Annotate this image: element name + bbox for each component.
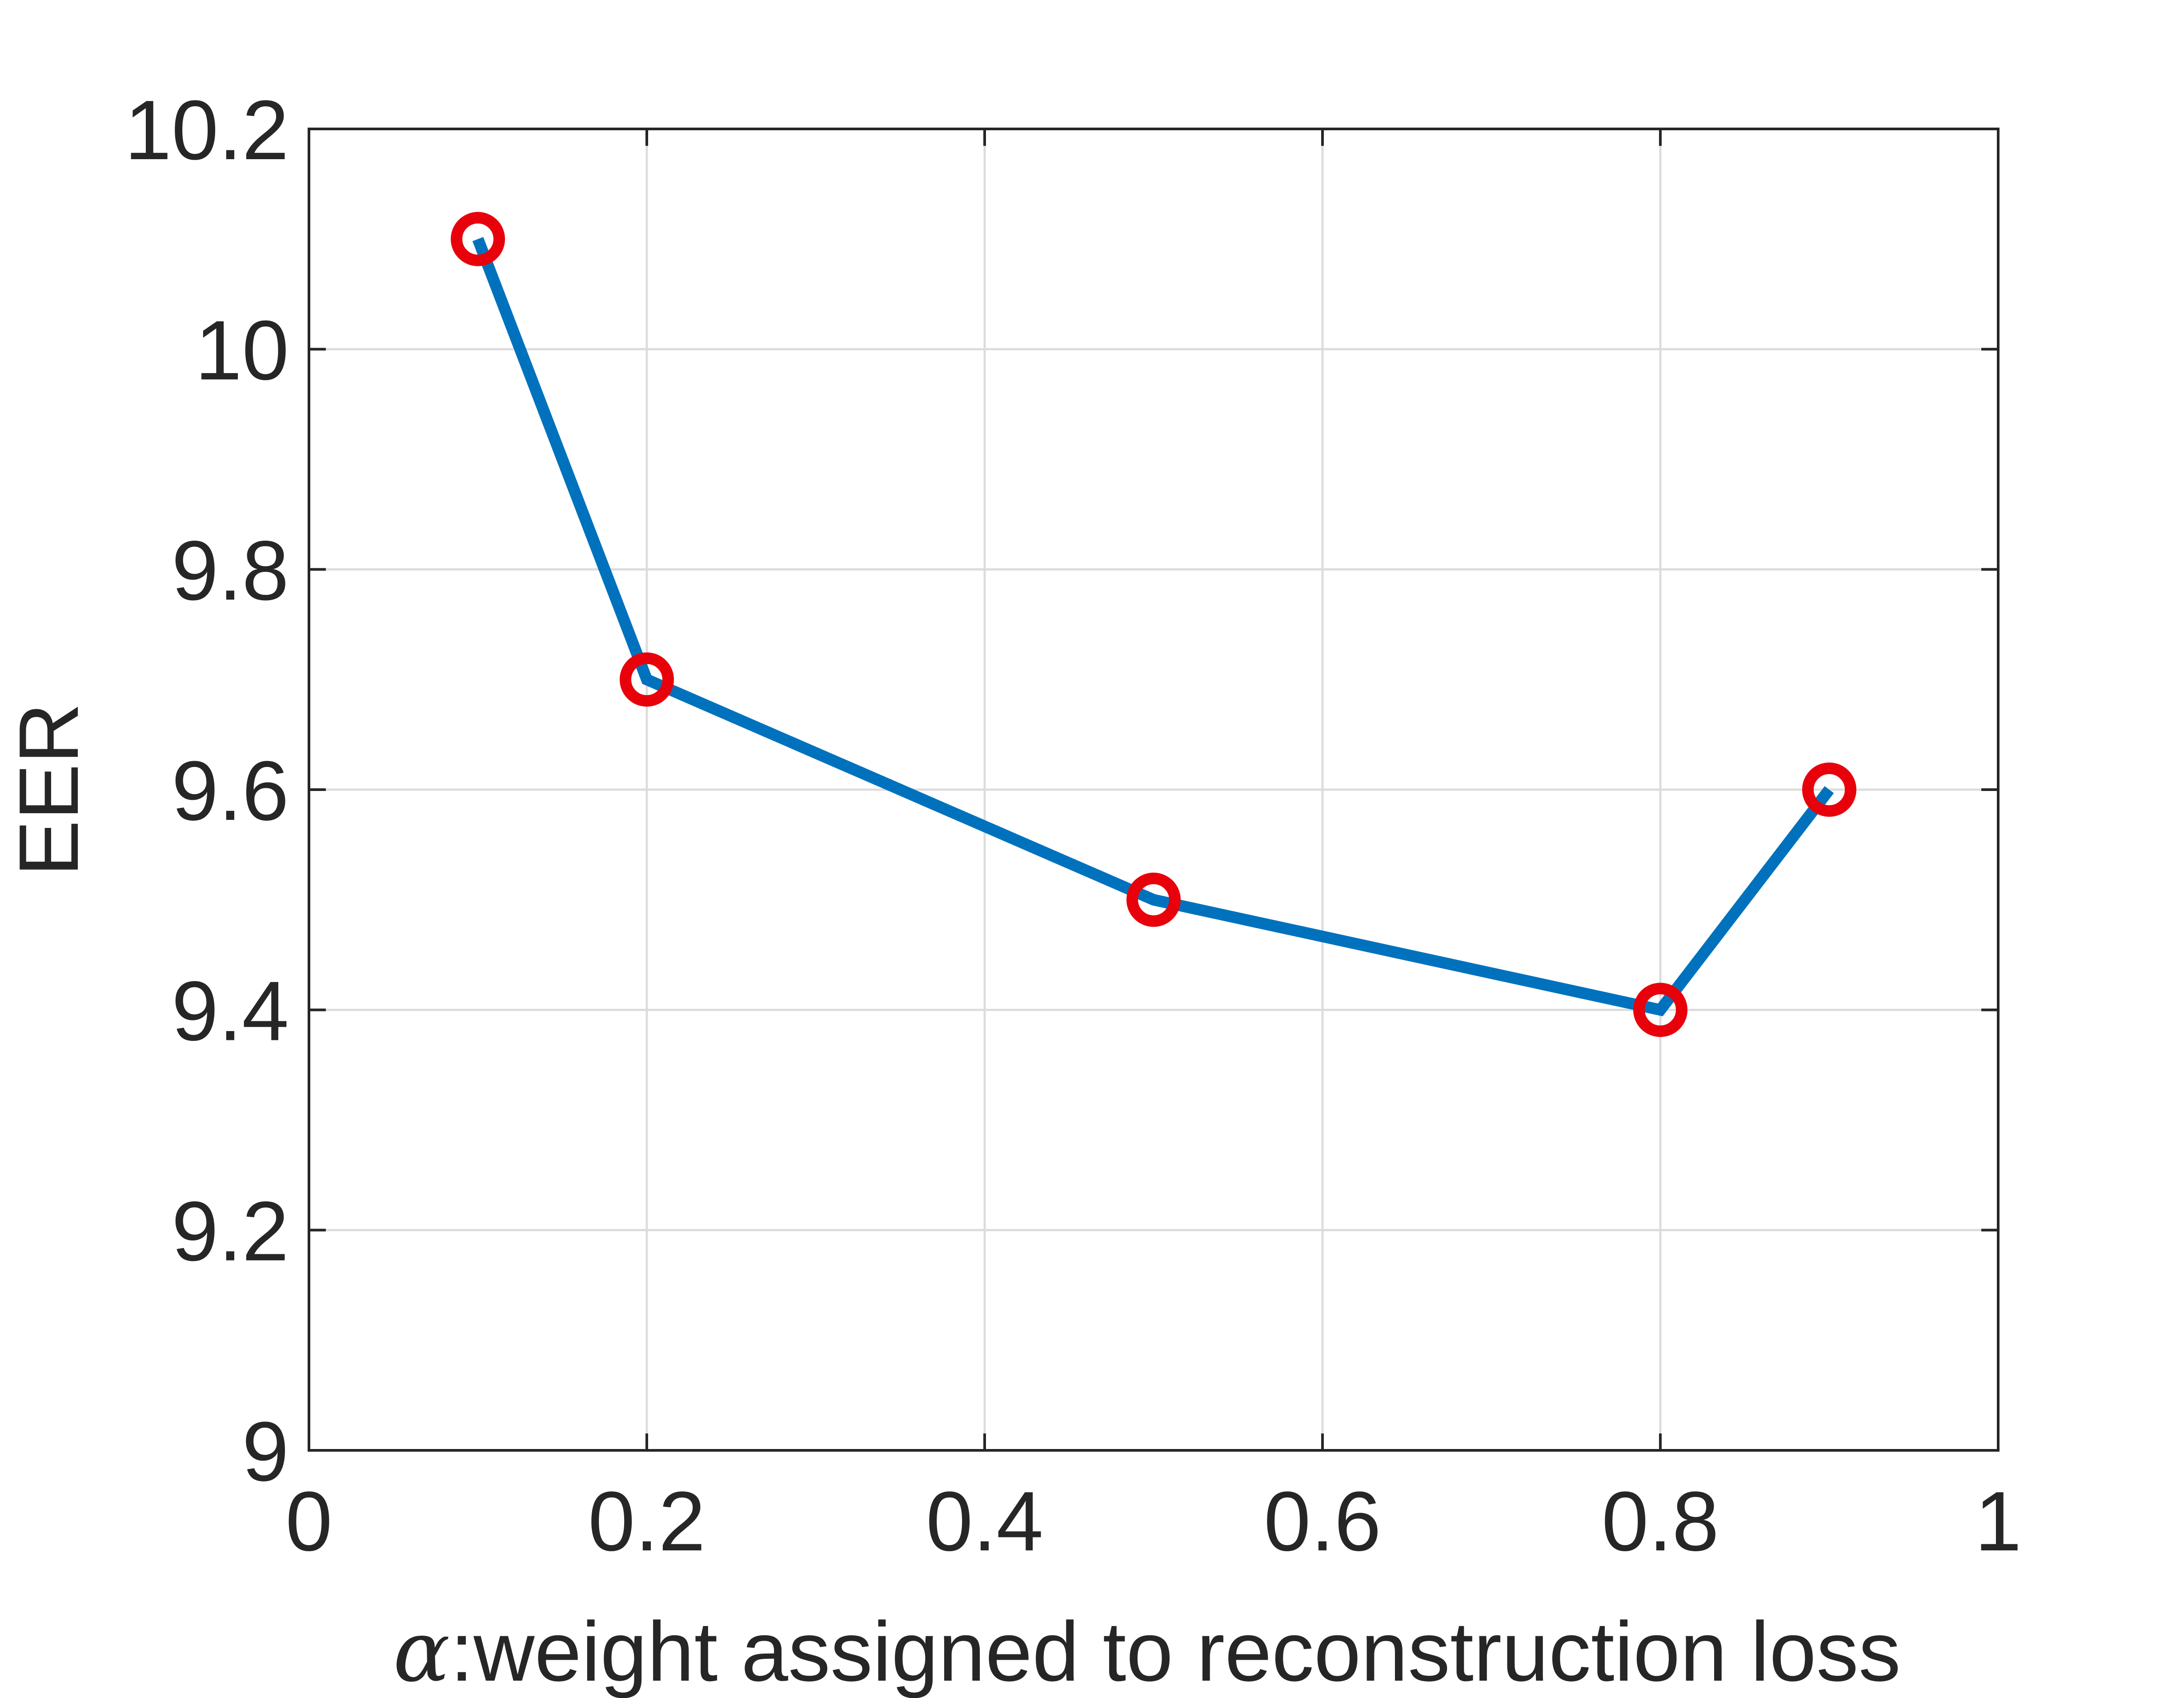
- x-tick-label: 0: [285, 1474, 333, 1569]
- x-tick-label: 0.2: [588, 1474, 705, 1569]
- data-point-marker: [1802, 763, 1856, 817]
- data-point-marker: [1633, 983, 1687, 1037]
- grid-lines: [309, 129, 1998, 1450]
- y-tick-label: 10.2: [124, 83, 289, 177]
- axes-box: [308, 128, 2000, 1452]
- x-tick-labels: 0 0.2 0.4 0.6 0.8 1: [285, 1474, 2022, 1569]
- x-tick-label: 1: [1975, 1474, 2022, 1569]
- y-tick-label: 9: [242, 1405, 289, 1499]
- y-tick-labels: 9 9.2 9.4 9.6 9.8 10 10.2: [124, 83, 289, 1499]
- data-point-marker: [620, 652, 674, 707]
- data-point-marker: [1126, 872, 1181, 927]
- y-axis-label: EER: [2, 703, 96, 877]
- x-tick-label: 0.4: [926, 1474, 1043, 1569]
- x-axis-label-text: :weight assigned to reconstruction loss: [450, 1605, 1900, 1698]
- y-tick-label: 9.6: [172, 744, 289, 838]
- y-tick-label: 9.8: [172, 524, 289, 618]
- y-tick-label: 9.4: [172, 964, 289, 1058]
- x-axis-label: α:weight assigned to reconstruction loss: [393, 1602, 1901, 1698]
- y-tick-label: 9.2: [172, 1184, 289, 1279]
- series-line: [472, 237, 1834, 1016]
- x-tick-label: 0.8: [1602, 1474, 1719, 1569]
- data-point-marker: [451, 212, 505, 266]
- y-tick-label: 10: [195, 303, 289, 397]
- data-series: [451, 212, 1856, 1037]
- x-tick-label: 0.6: [1264, 1474, 1381, 1569]
- alpha-symbol: α: [393, 1602, 450, 1698]
